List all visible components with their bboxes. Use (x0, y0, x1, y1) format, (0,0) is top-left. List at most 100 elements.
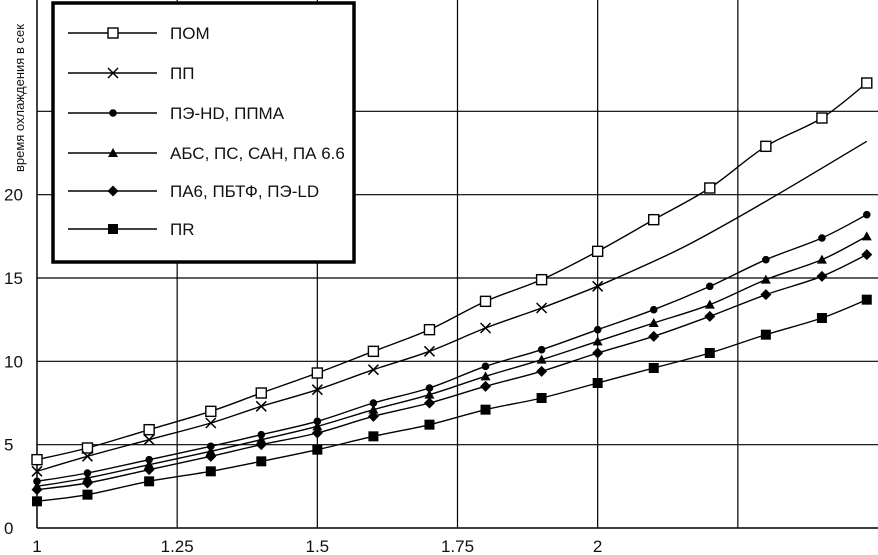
data-point-marker (816, 112, 828, 124)
data-point-marker (311, 367, 324, 379)
data-point-marker (81, 477, 93, 489)
data-point-marker (108, 148, 118, 157)
data-point-marker (205, 417, 217, 429)
y-tick-label: 10 (4, 352, 23, 371)
data-point-marker (760, 140, 772, 153)
data-point-marker (592, 378, 603, 388)
data-point-marker (143, 423, 155, 436)
legend: ПОМ ПП ПЭ-HD, ППМА АБС, ПС, САН, ПА 6.6 ПА6,… (51, 1, 356, 264)
marker-stroke (81, 450, 93, 462)
data-point-marker (205, 466, 216, 477)
y-tick-label: 20 (4, 186, 23, 205)
data-point-marker (82, 489, 93, 500)
data-point-marker (762, 255, 770, 264)
data-point-marker (480, 380, 492, 392)
data-point-marker (368, 431, 379, 442)
data-point-marker (536, 365, 548, 377)
data-point-marker (593, 325, 602, 334)
data-point-marker (861, 77, 873, 89)
marker-stroke (367, 364, 379, 376)
data-point-marker (423, 397, 435, 409)
data-point-marker (818, 234, 826, 242)
data-point-marker (481, 362, 490, 371)
x-tick-label: 2 (593, 537, 602, 555)
data-point-marker (648, 363, 659, 373)
legend-label: ПR (170, 220, 195, 239)
data-point-marker (861, 294, 872, 305)
x-tick-label: 1 (32, 537, 41, 555)
data-point-marker (205, 450, 217, 462)
data-point-marker (424, 389, 435, 399)
marker-stroke (31, 465, 43, 477)
data-point-marker (108, 224, 118, 234)
data-point-marker (649, 305, 658, 314)
data-point-marker (81, 442, 94, 454)
data-point-marker (536, 354, 547, 364)
series-line-extension (597, 140, 868, 287)
data-point-marker (107, 185, 119, 197)
x-tick-label: 1.25 (161, 537, 194, 555)
data-point-marker (648, 213, 660, 226)
data-point-marker (861, 231, 872, 241)
data-point-marker (143, 464, 155, 476)
data-point-marker (424, 419, 435, 430)
data-point-marker (816, 254, 827, 264)
data-point-marker (205, 405, 217, 418)
data-point-marker (423, 345, 435, 357)
y-tick-label: 5 (4, 436, 13, 455)
data-point-marker (592, 280, 604, 292)
series-line (36, 299, 868, 503)
x-tick-label: 1.75 (441, 537, 474, 555)
legend-label: ПП (170, 64, 194, 83)
data-point-marker (83, 469, 92, 477)
legend-label: ПОМ (170, 24, 210, 43)
legend-box (51, 1, 356, 264)
data-point-marker (706, 282, 714, 291)
y-tick-label: 0 (4, 519, 13, 538)
data-point-marker (861, 249, 873, 261)
data-point-marker (311, 384, 323, 396)
marker-stroke (143, 434, 155, 446)
series-line (36, 254, 868, 491)
data-point-marker (592, 336, 603, 346)
data-point-marker (704, 348, 715, 358)
marker-stroke (536, 302, 548, 314)
marker-stroke (480, 322, 492, 334)
marker-stroke (255, 400, 267, 412)
legend-label: ПА6, ПБТФ, ПЭ-LD (170, 182, 319, 201)
data-point-marker (760, 289, 772, 301)
marker-stroke (107, 67, 119, 79)
data-point-marker (425, 384, 434, 392)
data-point-marker (479, 295, 492, 308)
data-point-marker (107, 67, 119, 79)
data-point-marker (480, 371, 491, 381)
data-point-marker (423, 323, 436, 336)
data-point-marker (255, 400, 267, 412)
data-point-marker (537, 345, 546, 354)
legend-label: ПЭ-HD, ППМА (170, 104, 285, 123)
marker-stroke (311, 384, 323, 396)
data-point-marker (704, 310, 716, 322)
data-point-marker (255, 387, 267, 399)
data-point-marker (367, 410, 379, 422)
data-point-marker (704, 299, 715, 309)
series-line (36, 82, 868, 461)
marker-stroke (205, 417, 217, 429)
series-markers (31, 77, 873, 507)
data-point-marker (256, 456, 267, 467)
marker-stroke (592, 280, 604, 292)
data-point-marker (648, 318, 659, 327)
data-point-marker (367, 345, 380, 358)
legend-label: АБС, ПС, САН, ПА 6.6 (170, 144, 345, 163)
data-point-marker (704, 182, 716, 194)
data-point-marker (816, 270, 828, 282)
y-tick-label: 15 (4, 269, 23, 288)
data-point-marker (369, 399, 378, 407)
series-line (36, 235, 868, 488)
data-point-marker (144, 476, 155, 487)
data-point-marker (591, 245, 604, 258)
data-point-marker (313, 417, 322, 426)
data-point-marker (760, 274, 771, 284)
